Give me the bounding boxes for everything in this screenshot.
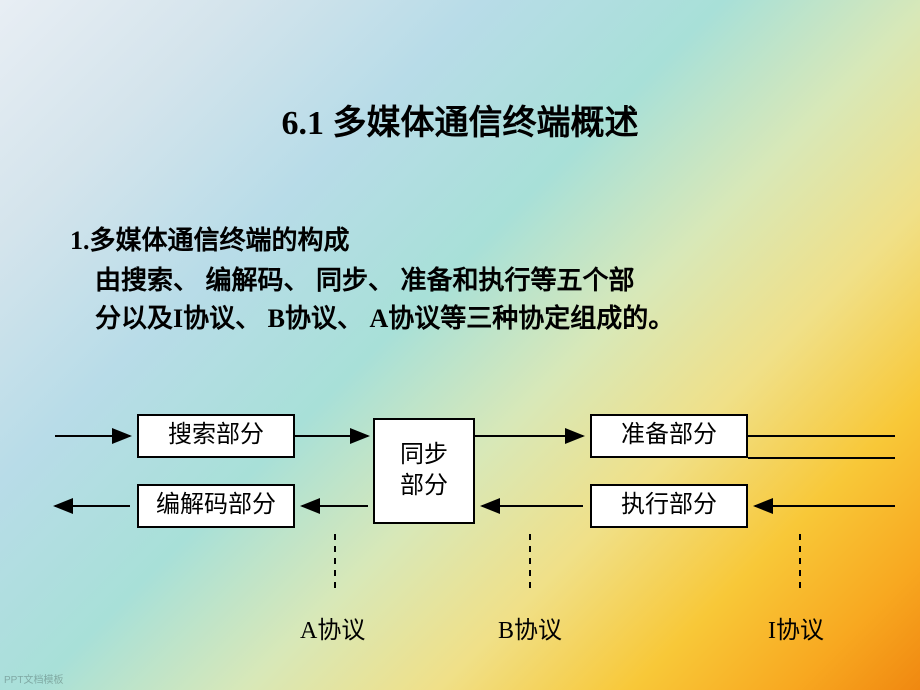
node-codec: 编解码部分 bbox=[137, 484, 295, 528]
node-prepare-label: 准备部分 bbox=[621, 420, 717, 451]
protocol-label-a: A协议 bbox=[300, 610, 365, 645]
protocol-label-i: I协议 bbox=[768, 610, 824, 645]
node-search-label: 搜索部分 bbox=[168, 420, 264, 451]
node-prepare: 准备部分 bbox=[590, 414, 748, 458]
diagram-lines bbox=[0, 0, 920, 690]
node-sync: 同步 部分 bbox=[373, 418, 475, 524]
node-execute: 执行部分 bbox=[590, 484, 748, 528]
protocol-label-b: B协议 bbox=[498, 610, 562, 645]
node-search: 搜索部分 bbox=[137, 414, 295, 458]
node-sync-label: 同步 部分 bbox=[400, 440, 448, 502]
flow-diagram: 搜索部分 编解码部分 同步 部分 准备部分 执行部分 A协议 B协议 I协议 bbox=[0, 0, 920, 690]
node-codec-label: 编解码部分 bbox=[156, 490, 276, 521]
watermark: PPT文档模板 bbox=[4, 671, 63, 686]
node-execute-label: 执行部分 bbox=[621, 490, 717, 521]
